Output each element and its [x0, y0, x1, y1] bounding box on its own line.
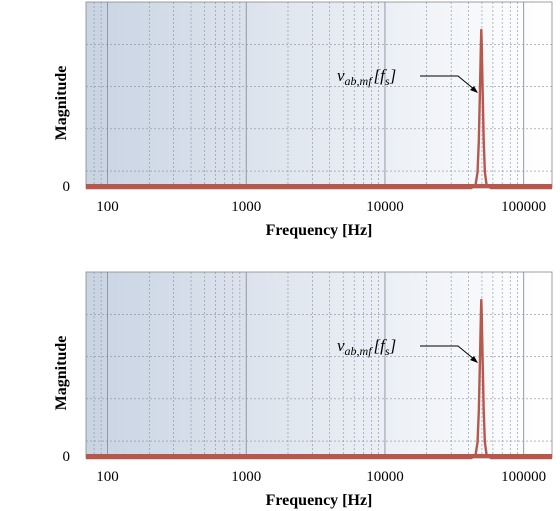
chart-bottom: 100 1000 10000 100000 0 Frequency [Hz] Magn… [53, 271, 553, 509]
peak-annotation: vab,mf [fs] [337, 336, 478, 363]
x-tick-label: 10000 [366, 199, 404, 215]
annotation-main: v [337, 336, 345, 355]
x-axis-label: Frequency [Hz] [266, 492, 373, 509]
series-line [86, 298, 552, 460]
x-tick-labels: 100 1000 10000 100000 [96, 469, 546, 485]
annotation-arrowhead [470, 356, 478, 363]
annotation-arg: f [380, 336, 387, 355]
x-tick-label: 100000 [501, 199, 546, 215]
annotation-text: vab,mf [fs] [337, 336, 396, 358]
annotation-arg: f [380, 66, 387, 85]
series-line [86, 28, 552, 190]
y-axis-label: Magnitude [53, 336, 70, 411]
x-tick-label: 10000 [366, 469, 404, 485]
x-tick-label: 1000 [231, 199, 261, 215]
chart-top: 100 1000 10000 100000 0 Frequency [Hz] Magn… [53, 1, 553, 239]
annotation-arg-sub: s [385, 344, 390, 358]
x-tick-label: 100000 [501, 469, 546, 485]
y-zero-label: 0 [63, 449, 71, 465]
x-tick-label: 1000 [231, 469, 261, 485]
plot-area [85, 1, 553, 189]
x-tick-label: 100 [96, 469, 119, 485]
spectrum-line [86, 298, 552, 460]
grid-lines [86, 272, 552, 458]
y-axis-label: Magnitude [53, 66, 70, 141]
x-tick-label: 100 [96, 199, 119, 215]
annotation-arrowhead [470, 86, 478, 93]
annotation-text: vab,mf [fs] [337, 66, 396, 88]
annotation-sub: ab,mf [345, 74, 374, 88]
grid-lines [86, 2, 552, 188]
annotation-sub: ab,mf [345, 344, 374, 358]
spectrum-line [86, 28, 552, 190]
peak-annotation: vab,mf [fs] [337, 66, 478, 93]
x-tick-labels: 100 1000 10000 100000 [96, 199, 546, 215]
annotation-arrow [420, 345, 476, 361]
annotation-arg-sub: s [385, 74, 390, 88]
plot-area [85, 271, 553, 459]
x-axis-label: Frequency [Hz] [266, 222, 373, 239]
annotation-main: v [337, 66, 345, 85]
y-zero-label: 0 [63, 179, 71, 195]
annotation-arrow [420, 75, 476, 91]
